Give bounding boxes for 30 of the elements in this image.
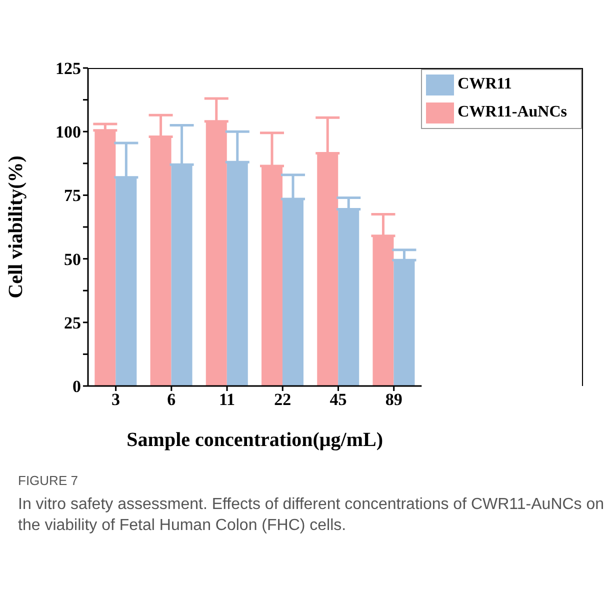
text: In vitro safety assessment. Effects of different concentrations of CWR11-AuNCs on the viability of Fetal Human Colon (FHC) cells. bbox=[18, 494, 606, 536]
bar bbox=[206, 121, 227, 386]
y-tick-label: 25 bbox=[64, 313, 81, 332]
x-axis-title: Sample concentration(μg/mL) bbox=[126, 429, 383, 451]
x-tick-label: 22 bbox=[274, 390, 292, 410]
bar bbox=[116, 177, 137, 386]
y-axis-title: Cell viability(%) bbox=[5, 156, 28, 298]
bar bbox=[150, 136, 172, 386]
legend-label: CWR11-AuNCs bbox=[458, 104, 567, 121]
bar bbox=[394, 260, 415, 386]
bar bbox=[262, 166, 282, 386]
bar bbox=[226, 162, 248, 386]
bar bbox=[282, 199, 304, 386]
caption: FIGURE 7 bbox=[18, 472, 79, 490]
legend-label: CWR11 bbox=[458, 76, 512, 93]
bar bbox=[338, 209, 360, 386]
x-tick-label: 89 bbox=[385, 390, 402, 410]
bar bbox=[171, 164, 192, 386]
x-tick-label: 45 bbox=[330, 390, 347, 410]
bar bbox=[372, 236, 394, 386]
x-tick-label: 3 bbox=[112, 390, 120, 410]
bar bbox=[94, 130, 116, 386]
bar bbox=[317, 153, 338, 386]
y-tick-label: 50 bbox=[64, 250, 81, 269]
x-tick-label: 11 bbox=[218, 390, 236, 410]
y-tick-label: 125 bbox=[56, 59, 81, 78]
y-tick-label: 0 bbox=[72, 377, 81, 396]
x-tick-label: 6 bbox=[167, 390, 176, 410]
y-tick-label: 100 bbox=[56, 122, 81, 142]
y-tick-label: 75 bbox=[64, 186, 81, 206]
